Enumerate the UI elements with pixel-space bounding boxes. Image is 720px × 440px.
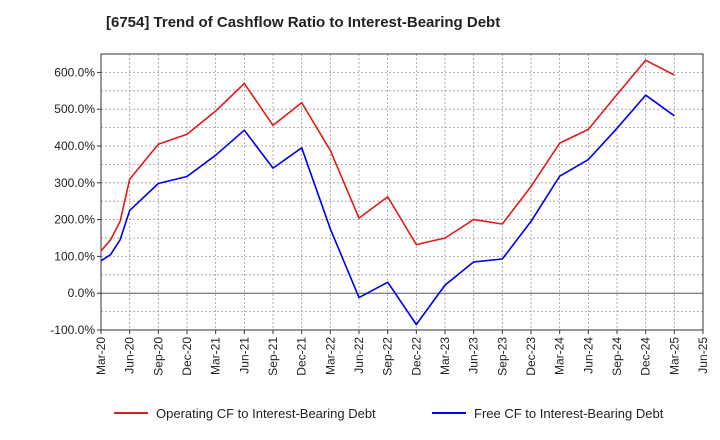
y-tick-label: 0.0% [68, 286, 96, 300]
series-line-2 [100, 94, 675, 326]
chart-title: [6754] Trend of Cashflow Ratio to Intere… [106, 14, 501, 31]
series-layer [100, 59, 675, 326]
x-tick-label: Sep-23 [495, 337, 509, 376]
y-tick-label: 100.0% [54, 249, 95, 263]
x-axis: Mar-20 Jun-20 Sep-20 Dec-20 Mar-21 Jun-21 Sep-… [94, 330, 710, 376]
x-tick-label: Mar-25 [667, 337, 681, 375]
x-tick-label: Sep-22 [381, 337, 395, 376]
y-tick-label: 500.0% [54, 102, 95, 116]
x-tick-label: Jun-23 [467, 337, 481, 374]
x-tick-label: Dec-23 [524, 337, 538, 376]
x-tick-label: Mar-24 [553, 337, 567, 375]
x-tick-label: Mar-23 [438, 337, 452, 375]
y-tick-label: 600.0% [54, 65, 95, 79]
x-tick-label: Jun-20 [123, 337, 137, 374]
x-tick-label: Dec-21 [295, 337, 309, 376]
x-tick-label: Mar-22 [323, 337, 337, 375]
x-tick-label: Mar-21 [209, 337, 223, 375]
y-tick-label: 200.0% [54, 213, 95, 227]
x-tick-label: Jun-22 [352, 337, 366, 374]
x-tick-label: Dec-20 [180, 337, 194, 376]
y-tick-label: 400.0% [54, 139, 95, 153]
legend-label-2: Free CF to Interest-Bearing Debt [474, 406, 664, 421]
series-line-1 [100, 59, 675, 252]
x-tick-label: Sep-24 [610, 337, 624, 376]
x-tick-label: Mar-20 [94, 337, 108, 375]
legend: Operating CF to Interest-Bearing Debt Fre… [114, 406, 664, 421]
x-tick-label: Sep-21 [266, 337, 280, 376]
x-tick-label: Dec-24 [639, 337, 653, 376]
x-tick-label: Dec-22 [409, 337, 423, 376]
y-tick-label: -100.0% [50, 323, 95, 337]
x-tick-label: Jun-25 [696, 337, 710, 374]
x-tick-label: Jun-21 [237, 337, 251, 374]
plot-frame [100, 53, 704, 331]
x-tick-label: Sep-20 [151, 337, 165, 376]
y-axis: -100.0% 0.0% 100.0% 200.0% 300.0% 400.0% 500.0… [50, 65, 101, 337]
grid-layer [100, 53, 704, 331]
y-tick-label: 300.0% [54, 176, 95, 190]
legend-label-1: Operating CF to Interest-Bearing Debt [156, 406, 376, 421]
x-tick-label: Jun-24 [581, 337, 595, 374]
